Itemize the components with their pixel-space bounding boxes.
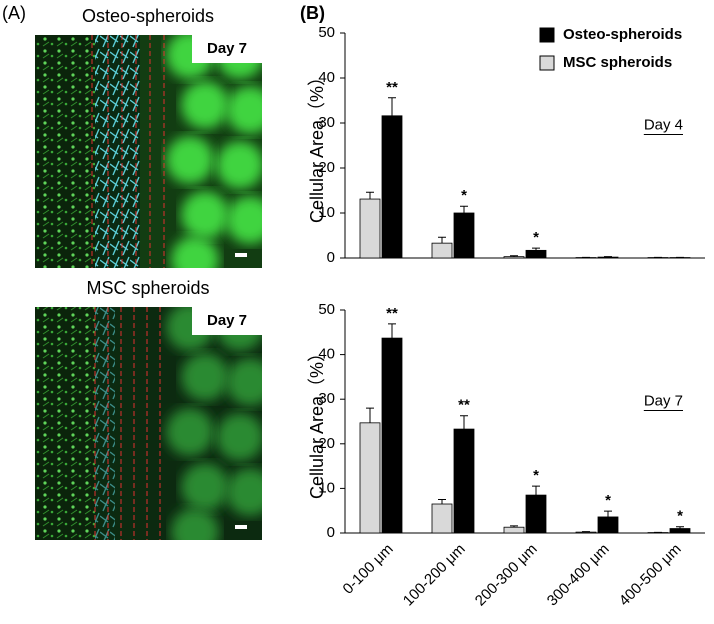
micrograph — [35, 31, 274, 284]
image-title: Osteo-spheroids — [82, 6, 214, 26]
bar — [598, 257, 618, 258]
cell-layer — [35, 307, 95, 540]
y-tick-label: 0 — [327, 524, 335, 541]
spheroid — [181, 353, 229, 401]
spheroid — [226, 358, 274, 406]
spheroid — [181, 463, 229, 511]
significance: * — [677, 508, 683, 525]
panel-label: (A) — [2, 3, 26, 23]
spheroid — [171, 508, 219, 556]
bar — [504, 257, 524, 258]
significance: ** — [386, 305, 398, 322]
spheroid — [216, 413, 264, 461]
bar — [432, 243, 452, 258]
migrating-cells — [95, 307, 115, 540]
error-bar — [460, 206, 468, 213]
error-bar — [388, 324, 396, 338]
bar — [360, 199, 380, 258]
spheroid — [181, 81, 229, 129]
bar — [454, 429, 474, 533]
significance: * — [461, 187, 467, 204]
significance: * — [605, 492, 611, 509]
migrating-cells — [95, 35, 140, 268]
image-tag: Day 7 — [207, 40, 247, 57]
error-bar — [388, 98, 396, 116]
note: Day 7 — [644, 392, 683, 409]
bar — [598, 517, 618, 533]
error-bar — [604, 511, 612, 517]
bar — [432, 504, 452, 533]
bar — [504, 527, 524, 533]
spheroid — [226, 196, 274, 244]
bar — [360, 423, 380, 533]
scale-bar — [235, 253, 247, 257]
error-bar — [532, 486, 540, 495]
error-bar — [366, 192, 374, 199]
spheroid — [226, 86, 274, 134]
y-tick-label: 0 — [327, 249, 335, 266]
spheroid — [166, 408, 214, 456]
micrograph — [35, 303, 274, 556]
significance: * — [533, 229, 539, 246]
spheroid — [181, 191, 229, 239]
image-title: MSC spheroids — [86, 278, 209, 298]
error-bar — [438, 237, 446, 243]
y-tick-label: 50 — [318, 301, 335, 318]
error-bar — [438, 500, 446, 504]
legend-swatch — [540, 56, 554, 70]
note: Day 4 — [644, 116, 683, 133]
bar — [526, 250, 546, 258]
error-bar — [460, 416, 468, 429]
cell-layer — [35, 35, 95, 268]
y-tick-label: 50 — [318, 24, 335, 41]
x-tick-label: 200-300 μm — [472, 541, 541, 610]
legend-label: Osteo-spheroids — [563, 26, 682, 43]
scale-bar — [235, 525, 247, 529]
y-axis-label: Cellular Area（%） — [307, 344, 327, 499]
error-bar — [366, 408, 374, 423]
bar — [670, 529, 690, 533]
legend-swatch — [540, 28, 554, 42]
significance: ** — [386, 79, 398, 96]
bar — [526, 495, 546, 533]
panel-label: (B) — [300, 3, 325, 23]
spheroid — [226, 468, 274, 516]
x-tick-label: 400-500 μm — [616, 541, 685, 610]
x-tick-label: 100-200 μm — [400, 541, 469, 610]
bar — [576, 532, 596, 533]
spheroid — [166, 136, 214, 184]
spheroid — [216, 141, 264, 189]
significance: * — [533, 467, 539, 484]
significance: ** — [458, 397, 470, 414]
bar — [454, 213, 474, 258]
y-axis-label: Cellular Area（%） — [307, 68, 327, 223]
x-tick-label: 0-100 μm — [340, 541, 397, 598]
x-tick-label: 300-400 μm — [544, 541, 613, 610]
legend-label: MSC spheroids — [563, 54, 672, 71]
image-tag: Day 7 — [207, 312, 247, 329]
bar — [382, 116, 402, 258]
bar — [382, 338, 402, 533]
